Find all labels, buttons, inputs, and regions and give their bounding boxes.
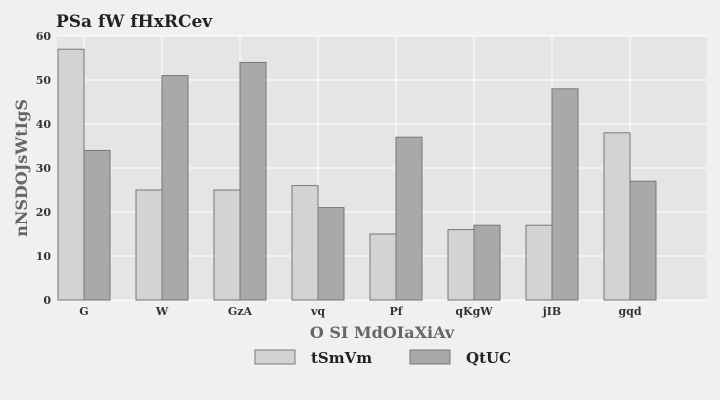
x-tick-label: jIB bbox=[542, 305, 561, 318]
x-axis-label: O SI MdOIaXiAv bbox=[310, 323, 455, 342]
x-tick-label: W bbox=[155, 305, 169, 318]
legend-swatch-QtUC bbox=[409, 349, 451, 365]
bar-tSmVm-GzA bbox=[213, 189, 241, 301]
x-tick-label: qKgW bbox=[455, 305, 493, 318]
bar-tSmVm-jIB bbox=[525, 224, 553, 301]
bar-QtUC-W bbox=[161, 75, 189, 301]
x-tick-label: gqd bbox=[618, 305, 641, 318]
bar-tSmVm-G bbox=[57, 48, 85, 301]
bar-tSmVm-qKgW bbox=[447, 229, 475, 301]
y-tick-label: 0 bbox=[43, 294, 51, 307]
y-axis-label: nNSDOJsWtIgS bbox=[12, 99, 31, 237]
chart-title: PSa fW fHxRCev bbox=[56, 12, 213, 32]
legend-label-tSmVm: tSmVm bbox=[311, 349, 372, 367]
bar-tSmVm-W bbox=[135, 189, 163, 301]
y-tick-label: 60 bbox=[36, 30, 52, 43]
legend-swatch-tSmVm bbox=[254, 349, 296, 365]
bar-QtUC-GzA bbox=[239, 61, 267, 301]
y-axis-ticks: 0 10 20 30 40 50 60 bbox=[36, 30, 52, 307]
bar-tSmVm-Pf bbox=[369, 233, 397, 301]
y-tick-label: 50 bbox=[36, 74, 52, 87]
bar-QtUC-Pf bbox=[395, 136, 423, 301]
y-tick-label: 40 bbox=[36, 118, 52, 131]
bar-QtUC-gqd bbox=[629, 180, 657, 301]
bar-tSmVm-gqd bbox=[603, 132, 631, 301]
bar-QtUC-vq bbox=[317, 207, 345, 301]
legend-label-QtUC: QtUC bbox=[466, 349, 511, 367]
x-tick-label: Pf bbox=[389, 305, 403, 318]
y-tick-label: 10 bbox=[36, 250, 52, 263]
y-tick-label: 30 bbox=[36, 162, 52, 175]
bar-QtUC-qKgW bbox=[473, 224, 501, 301]
bars bbox=[57, 48, 657, 301]
bar-QtUC-jIB bbox=[551, 88, 579, 301]
x-axis-ticks: G W GzA vq Pf qKgW jIB gqd bbox=[79, 305, 642, 318]
y-tick-label: 20 bbox=[36, 206, 52, 219]
x-tick-label: GzA bbox=[228, 305, 253, 318]
legend: tSmVm QtUC bbox=[254, 349, 511, 367]
x-tick-label: G bbox=[79, 305, 88, 318]
bar-tSmVm-vq bbox=[291, 185, 319, 301]
x-tick-label: vq bbox=[310, 305, 325, 318]
bar-QtUC-G bbox=[83, 149, 111, 301]
